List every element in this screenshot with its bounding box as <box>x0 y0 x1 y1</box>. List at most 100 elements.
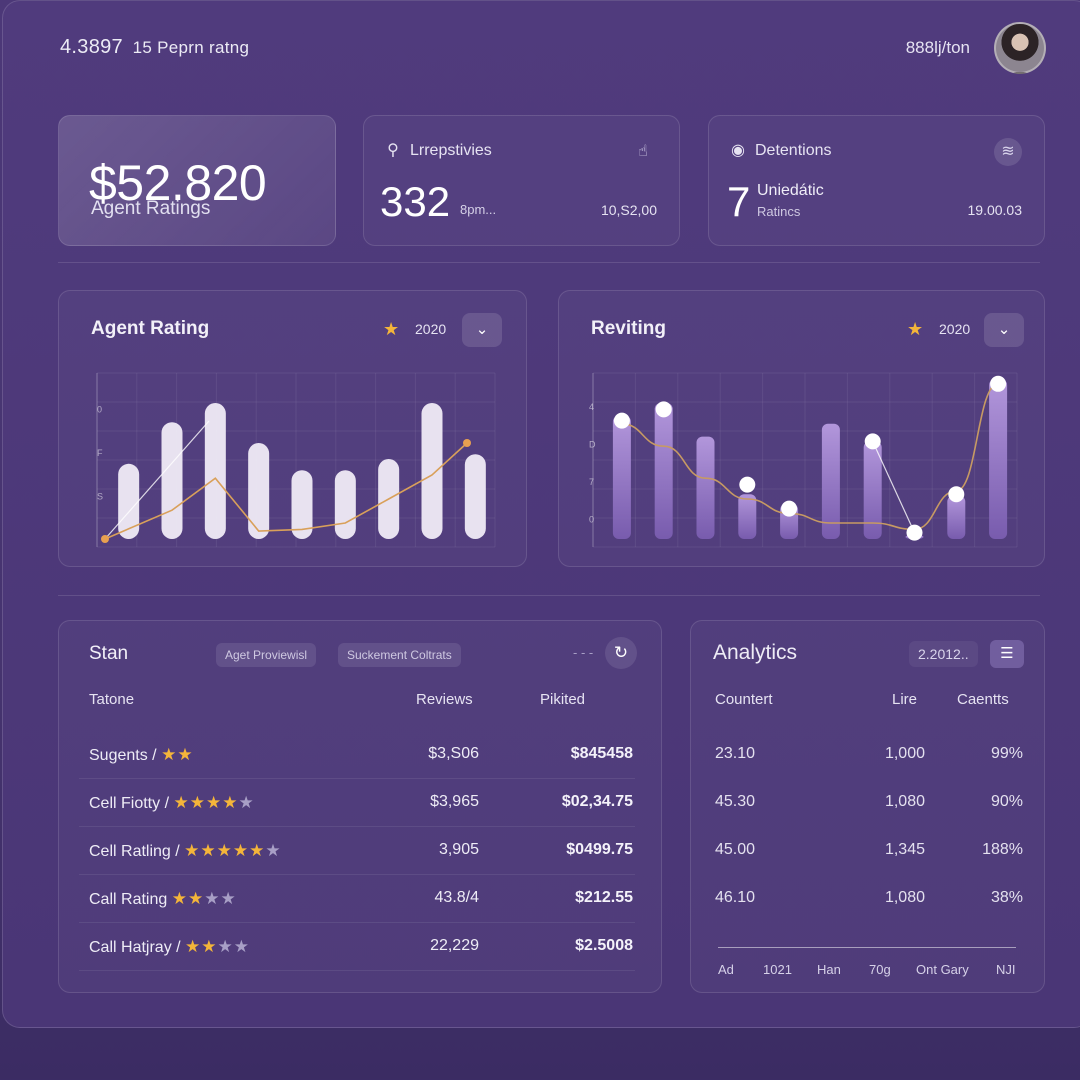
start-point <box>101 535 109 543</box>
kpi-2-value: 7 <box>727 178 751 225</box>
analytics-col-2[interactable]: Lire <box>892 691 918 708</box>
col-header-reviews[interactable]: Reviews <box>416 691 473 708</box>
trend-line <box>104 420 210 540</box>
kpi-main-value: $52.820 <box>89 155 267 211</box>
row-reviews: 3,905 <box>438 841 479 858</box>
star-rating-icon: ★★ <box>171 889 205 908</box>
star-icon: ★ <box>907 319 924 339</box>
series-line <box>104 442 468 540</box>
account-label[interactable]: 888lj/ton <box>905 38 970 57</box>
analytics-cell: 1,080 <box>884 889 925 906</box>
star-rating-icon: ★★★★ <box>173 793 239 812</box>
bar <box>118 463 140 539</box>
analytics-date-chip[interactable]: 2.2012.. <box>909 641 978 667</box>
data-point <box>990 375 1007 392</box>
bar <box>291 470 313 539</box>
row-name: Call Hatjray / ★★★★ <box>89 937 250 957</box>
row-value: $2.5008 <box>575 937 633 954</box>
bar <box>612 415 631 539</box>
analytics-axis-line <box>718 947 1016 948</box>
analytics-axis-label: Han <box>817 962 841 977</box>
analytics-axis-label: 70g <box>869 962 891 977</box>
data-point <box>906 524 923 541</box>
analytics-col-1[interactable]: Countert <box>715 691 773 708</box>
row-reviews: 22,229 <box>430 937 479 954</box>
bar <box>947 495 966 539</box>
bar <box>248 443 270 539</box>
bar <box>989 379 1008 539</box>
analytics-col-3[interactable]: Caentts <box>957 691 1009 708</box>
chevron-down-icon[interactable]: ⌄ <box>984 313 1024 347</box>
y-tick-label: 7 <box>589 477 594 487</box>
row-reviews: $3,965 <box>430 793 479 810</box>
row-value: $0499.75 <box>566 841 633 858</box>
analytics-cell: 1,080 <box>884 793 925 810</box>
table-row[interactable]: Cell Ratling / ★★★★★★ 3,905 $0499.75 <box>79 827 635 875</box>
analytics-row[interactable]: 23.10 1,000 99% <box>703 731 1023 779</box>
data-point <box>948 486 965 503</box>
chart-2-year: 2020 <box>939 321 971 337</box>
title-number: 4.3897 <box>60 36 123 58</box>
table-row[interactable]: Sugents / ★★ $3,S06 $845458 <box>79 731 635 779</box>
wifi-icon[interactable]: ≋ <box>994 138 1022 166</box>
data-point <box>739 476 756 493</box>
kpi-agent-ratings-card[interactable]: $52.820 Agent Ratings <box>58 115 336 246</box>
table-row[interactable]: Call Rating ★★★★ 43.8/4 $212.55 <box>79 875 635 923</box>
row-label: Sugents <box>89 747 148 764</box>
y-tick-label: F <box>97 448 103 458</box>
pin-icon: ⚲ <box>387 142 399 159</box>
analytics-row[interactable]: 46.10 1,080 38% <box>703 875 1023 923</box>
filter-chip-agent-reviews[interactable]: Aget Proviewisl <box>216 643 317 667</box>
star-icon: ★ <box>383 319 400 339</box>
table-row[interactable]: Call Hatjray / ★★★★ 22,229 $2.5008 <box>79 923 635 971</box>
col-header-name[interactable]: Tatone <box>89 691 135 708</box>
analytics-row[interactable]: 45.30 1,080 90% <box>703 779 1023 827</box>
kpi-2-subtitle: Uniedátic <box>757 182 824 199</box>
star-rating-empty-icon: ★ <box>238 793 255 812</box>
avatar[interactable] <box>994 22 1046 74</box>
analytics-row[interactable]: 45.00 1,345 188% <box>703 827 1023 875</box>
hand-icon[interactable]: ☝ <box>638 143 648 160</box>
menu-icon[interactable]: ☰ <box>990 640 1024 668</box>
bar <box>464 454 486 539</box>
bar <box>821 423 840 539</box>
star-rating-empty-icon: ★ <box>265 841 282 860</box>
analytics-cell: 1,345 <box>884 841 925 858</box>
kpi-card-1[interactable]: ⚲ Lrrepstivies ☝ 332 8pm... 10,S2,00 <box>363 115 680 246</box>
row-separator: / <box>176 939 181 956</box>
chevron-down-icon[interactable]: ⌄ <box>462 313 502 347</box>
analytics-cell: 188% <box>982 841 1023 858</box>
col-header-value[interactable]: Pikited <box>540 691 586 708</box>
kpi-1-value: 332 <box>380 178 451 225</box>
bar <box>863 441 882 539</box>
row-name: Call Rating ★★★★ <box>89 889 237 909</box>
row-name: Cell Fiotty / ★★★★★ <box>89 793 255 813</box>
row-name: Sugents / ★★ <box>89 745 194 765</box>
chart-2-title: Reviting <box>591 318 666 339</box>
series-line <box>621 383 999 531</box>
row-label: Cell Ratling <box>89 843 171 860</box>
star-rating-icon: ★★ <box>185 937 218 956</box>
divider <box>58 262 1040 263</box>
row-separator: / <box>164 795 170 812</box>
analytics-axis-label: Ad <box>718 962 734 977</box>
analytics-card: Analytics 2.2012.. ☰ Countert Lire Caent… <box>690 620 1045 993</box>
star-rating-icon: ★★ <box>161 745 194 764</box>
row-label: Cell Fiotty <box>89 795 161 812</box>
table-row[interactable]: Cell Fiotty / ★★★★★ $3,965 $02,34.75 <box>79 779 635 827</box>
row-label: Call Hatjray <box>89 939 172 956</box>
kpi-card-2[interactable]: ◉ Detentions ≋ 7 Uniedátic Ratincs 19.00… <box>708 115 1045 246</box>
settings-circle-icon: ◉ <box>731 142 745 159</box>
star-rating-empty-icon: ★★ <box>204 889 237 908</box>
row-value: $02,34.75 <box>561 793 633 810</box>
reviting-chart-card: Reviting ★ 2020 ⌄ 4 D 7 0 <box>558 290 1045 567</box>
data-point <box>864 433 881 450</box>
filter-chip-settlement[interactable]: Suckement Coltrats <box>338 643 461 667</box>
analytics-cell: 90% <box>990 793 1023 810</box>
refresh-icon[interactable]: ↻ <box>605 637 637 669</box>
analytics-cell: 45.30 <box>715 793 756 810</box>
kpi-2-title: Detentions <box>755 142 832 159</box>
kpi-main-label: Agent Ratings <box>91 198 211 219</box>
analytics-cell: 1,000 <box>884 745 925 762</box>
trend-line <box>872 441 916 533</box>
